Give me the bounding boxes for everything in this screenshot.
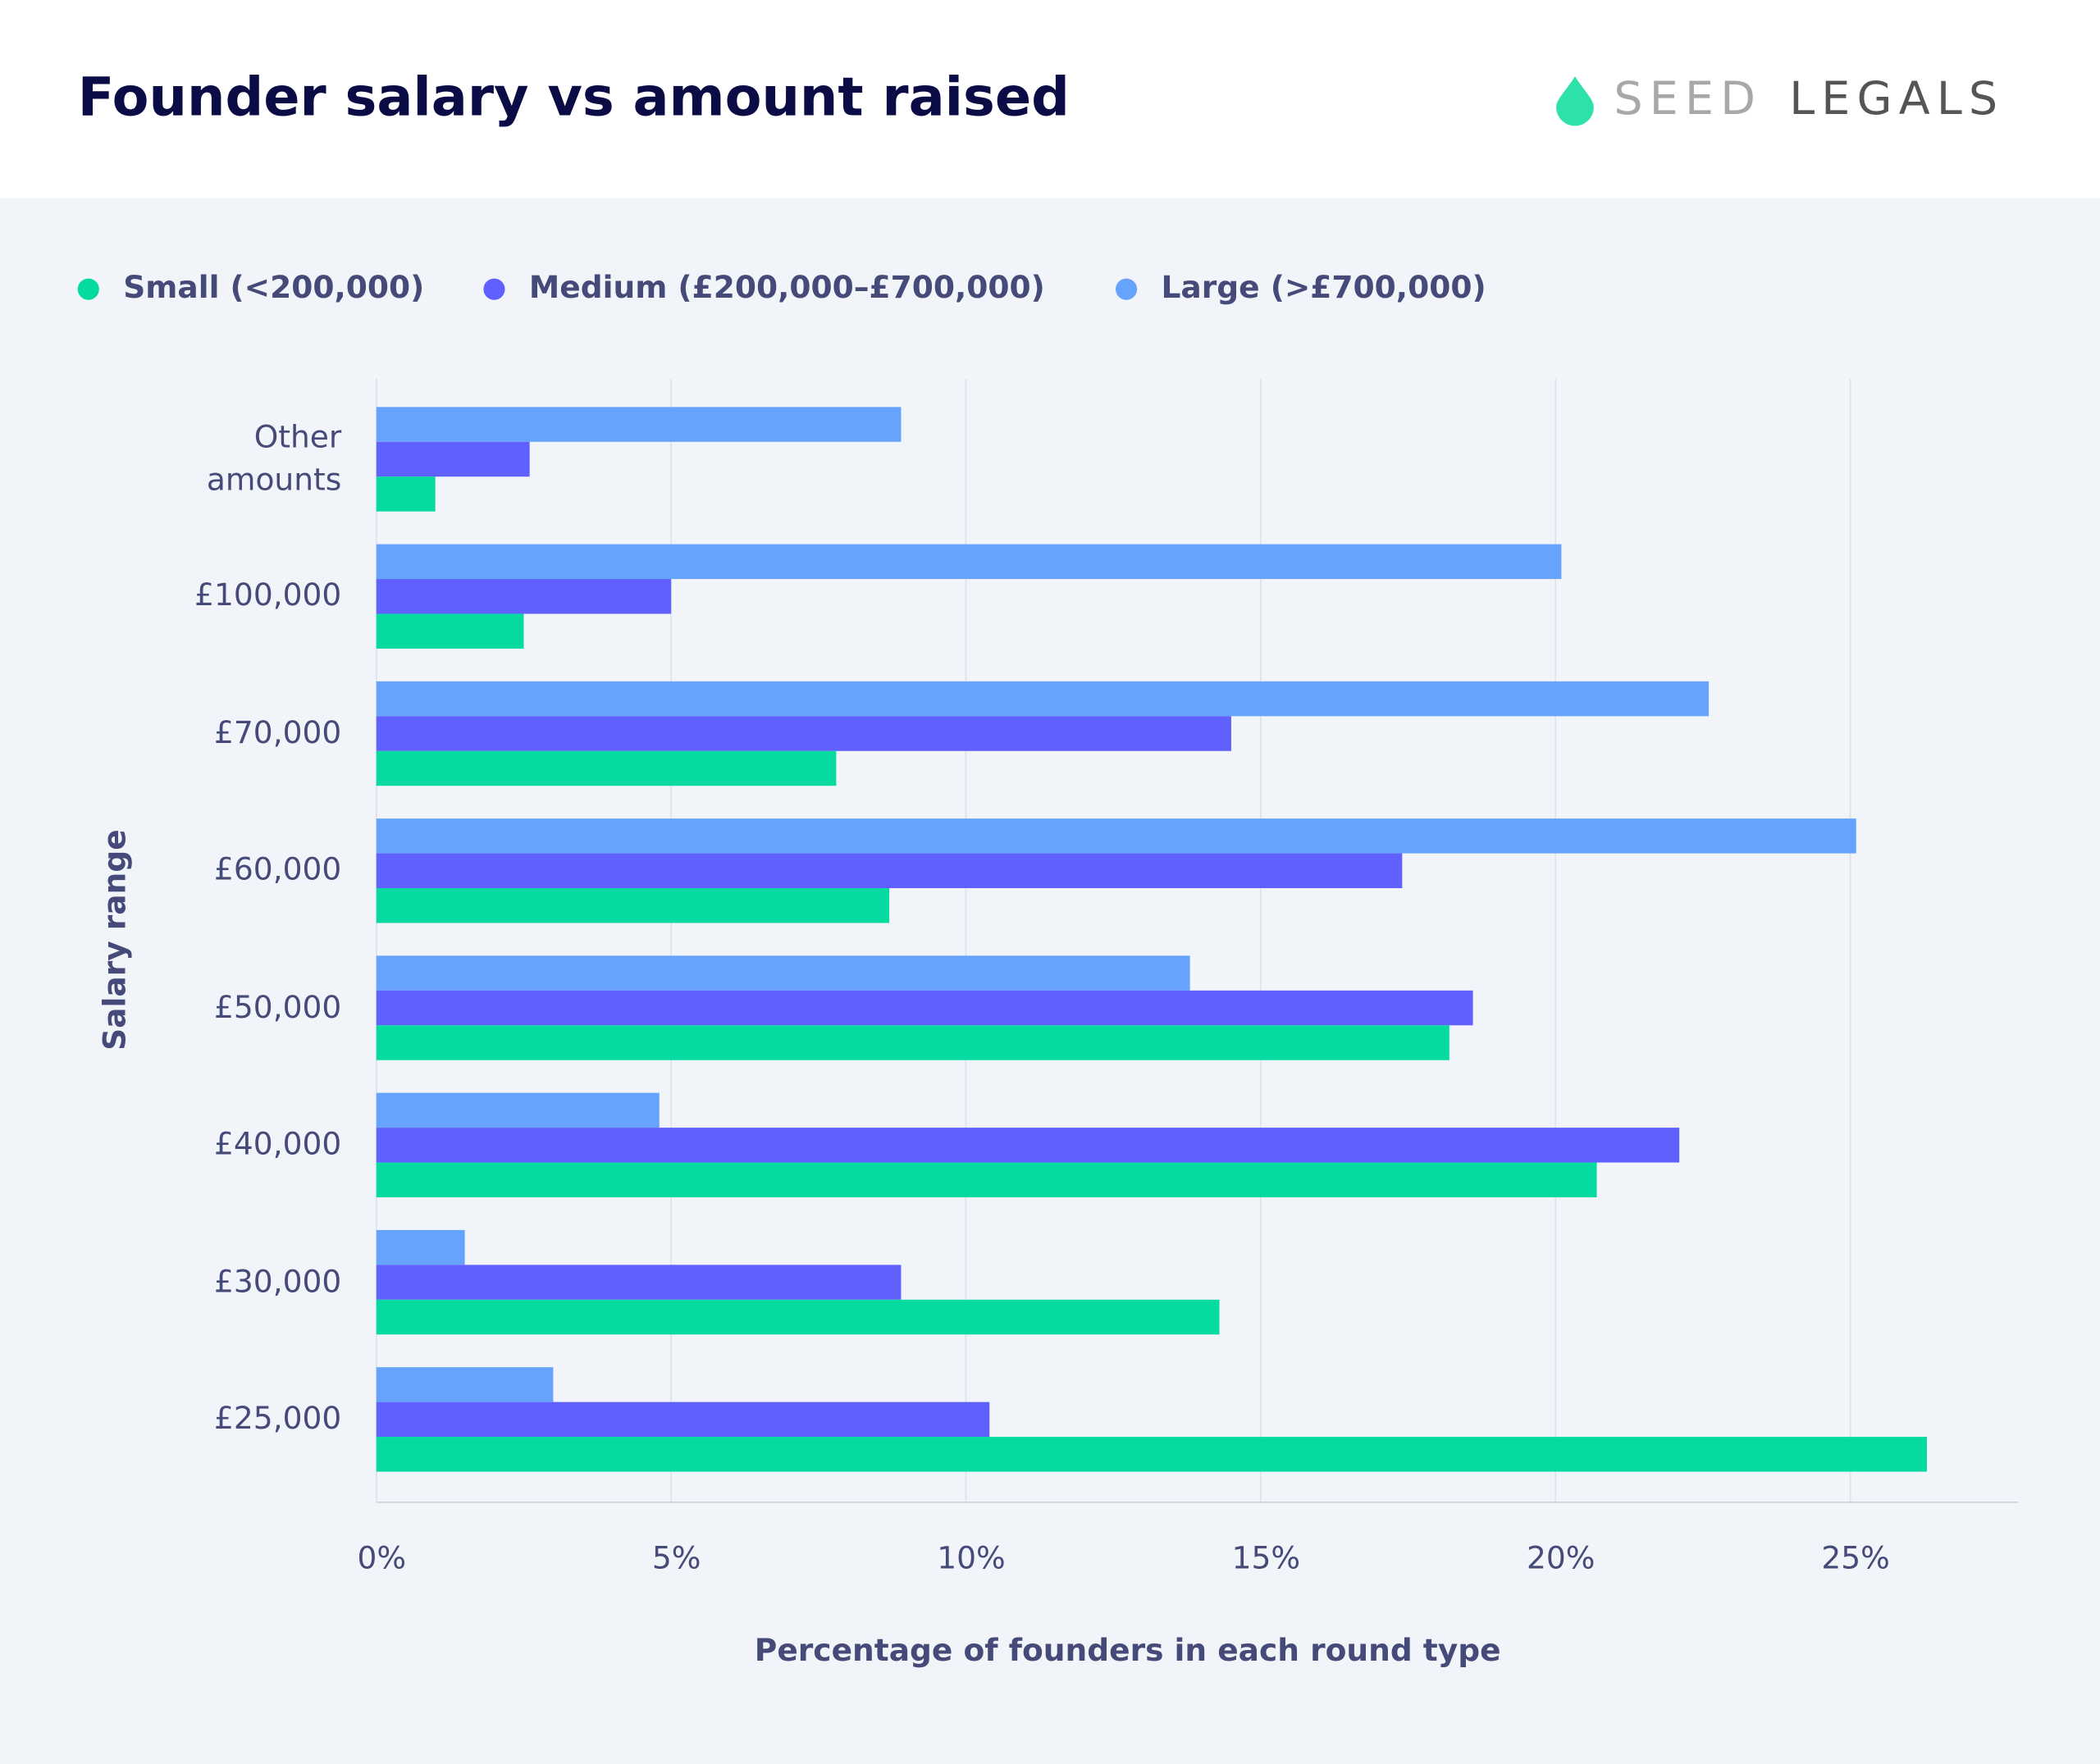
bar (376, 1128, 1680, 1163)
y-tick-label: £60,000 (214, 853, 342, 888)
legend-label: Large (>£700,000) (1162, 269, 1486, 305)
bar (376, 579, 672, 614)
y-tick-label: £100,000 (194, 579, 342, 614)
bar (376, 818, 1856, 854)
bar (376, 1299, 1220, 1335)
bar (376, 441, 530, 477)
bar (376, 1437, 1927, 1472)
x-tick-label: 0% (358, 1540, 407, 1576)
y-tick-label-box: £70,000 (214, 716, 342, 751)
chart-title: Founder salary vs amount raised (78, 66, 1070, 129)
x-tick-label: 5% (652, 1540, 701, 1576)
bar (376, 613, 524, 649)
y-tick-label: Other amounts (206, 420, 342, 499)
bar (376, 1092, 660, 1128)
y-tick-label: £30,000 (214, 1265, 342, 1300)
y-tick-label-box: £40,000 (214, 1128, 342, 1163)
x-axis-title: Percentage of founders in each round typ… (755, 1632, 1501, 1668)
y-tick-label-box: £50,000 (214, 990, 342, 1026)
x-tick-label: 15% (1232, 1540, 1300, 1576)
y-tick-label-box: £100,000 (194, 579, 342, 614)
legend-label: Medium (£200,000–£700,000) (529, 269, 1045, 305)
bar (376, 544, 1562, 580)
y-tick-label-box: Other amounts (206, 420, 342, 499)
x-tick-label: 10% (937, 1540, 1005, 1576)
bar (376, 888, 890, 923)
bar (376, 407, 902, 442)
y-tick-label-box: £25,000 (214, 1402, 342, 1438)
bar (376, 990, 1473, 1026)
legend-marker (483, 278, 505, 300)
y-tick-label-box: £60,000 (214, 853, 342, 888)
y-tick-label: £25,000 (214, 1402, 342, 1438)
logo-legals: LEGALS (1789, 72, 2004, 125)
bar (376, 750, 837, 786)
logo-icon (1556, 76, 1594, 126)
bar (376, 1025, 1449, 1060)
y-tick-label: £50,000 (214, 990, 342, 1026)
x-tick-label: 25% (1821, 1540, 1889, 1576)
bar (376, 853, 1403, 889)
bar (376, 1162, 1597, 1197)
y-tick-label-box: £30,000 (214, 1265, 342, 1300)
bar (376, 1229, 465, 1265)
y-tick-label: £40,000 (214, 1128, 342, 1163)
bar (376, 476, 436, 512)
bar (376, 716, 1231, 751)
bar (376, 1265, 902, 1300)
bar (376, 1402, 990, 1438)
y-tick-label: £70,000 (214, 716, 342, 751)
legend-label: Small (<200,000) (123, 269, 424, 305)
legend-marker (77, 278, 99, 300)
header-bg (0, 0, 2100, 198)
bar (376, 681, 1710, 717)
y-axis-title: Salary range (97, 829, 133, 1051)
legend-marker (1115, 278, 1138, 300)
logo-seed: SEED (1614, 72, 1762, 125)
bar (376, 955, 1190, 991)
x-tick-label: 20% (1527, 1540, 1595, 1576)
bar (376, 1367, 554, 1402)
